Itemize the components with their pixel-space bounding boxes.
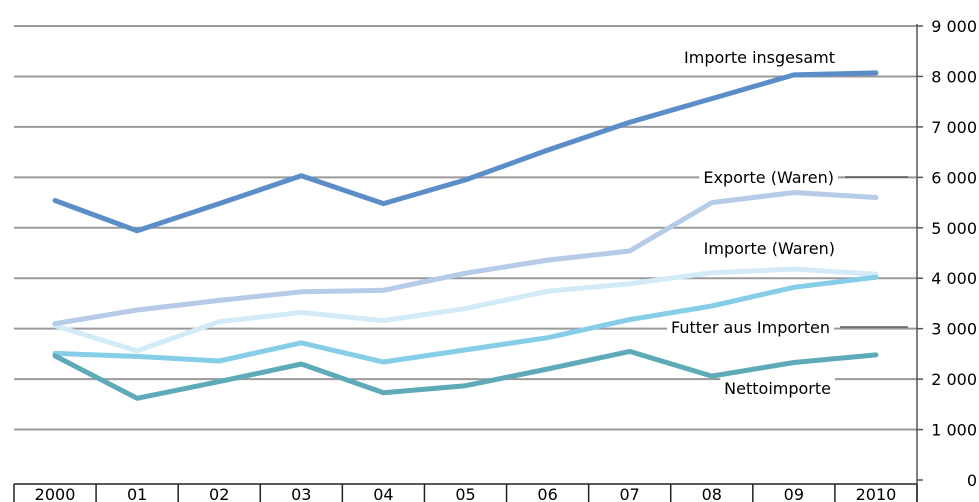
y-tick-label: 5 000 bbox=[931, 219, 977, 238]
y-tick-label: 1 000 bbox=[931, 421, 977, 440]
x-tick-label: 07 bbox=[620, 485, 640, 502]
x-tick-label: 04 bbox=[373, 485, 393, 502]
y-tick-label: 0 bbox=[967, 471, 977, 490]
series-line-4 bbox=[52, 348, 879, 401]
series-line-3 bbox=[52, 274, 879, 365]
series-label-bg-0 bbox=[680, 47, 839, 68]
x-tick-label: 2000 bbox=[35, 485, 76, 502]
x-tick-label: 06 bbox=[537, 485, 557, 502]
series-label-bg-3 bbox=[667, 317, 834, 338]
x-tick-label: 01 bbox=[127, 485, 147, 502]
series-label-4: Nettoimporte bbox=[724, 379, 831, 398]
y-tick-label: 8 000 bbox=[931, 67, 977, 86]
y-tick-label: 7 000 bbox=[931, 118, 977, 137]
y-tick-label: 3 000 bbox=[931, 320, 977, 339]
y-tick-label: 9 000 bbox=[931, 17, 977, 36]
series-label-bg-2 bbox=[699, 238, 839, 259]
y-tick-label: 2 000 bbox=[931, 370, 977, 389]
series-line-0 bbox=[52, 70, 879, 234]
series-label-bg-1 bbox=[699, 167, 838, 188]
series-line-1 bbox=[52, 190, 879, 327]
series-label-3: Futter aus Importen bbox=[671, 318, 830, 337]
y-tick-label: 4 000 bbox=[931, 269, 977, 288]
series-label-2: Importe (Waren) bbox=[704, 239, 835, 258]
x-tick-label: 08 bbox=[702, 485, 722, 502]
series-label-bg-4 bbox=[720, 378, 835, 399]
series-line-2 bbox=[52, 266, 879, 354]
x-tick-label: 03 bbox=[291, 485, 311, 502]
series-label-1: Exporte (Waren) bbox=[703, 168, 834, 187]
x-tick-label: 05 bbox=[455, 485, 475, 502]
x-tick-label: 09 bbox=[784, 485, 804, 502]
series-label-0: Importe insgesamt bbox=[684, 48, 835, 67]
y-tick-label: 6 000 bbox=[931, 168, 977, 187]
x-tick-label: 2010 bbox=[856, 485, 897, 502]
x-tick-label: 02 bbox=[209, 485, 229, 502]
